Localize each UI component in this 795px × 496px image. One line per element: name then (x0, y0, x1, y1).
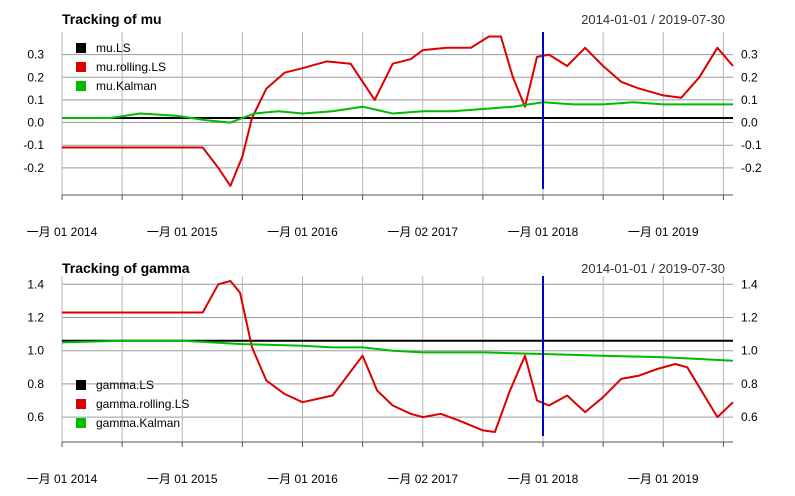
x-tick-label: 一月 01 2018 (508, 225, 579, 239)
legend-swatch (76, 81, 86, 91)
legend-label: gamma.LS (96, 378, 154, 392)
x-tick-label: 一月 01 2014 (27, 472, 98, 486)
y-tick-label-left: 1.4 (27, 277, 44, 291)
legend-label: mu.LS (96, 41, 131, 55)
y-tick-label-left: 1.2 (27, 311, 44, 325)
series-line-gamma-Kalman (61, 339, 734, 362)
legend-label: gamma.rolling.LS (96, 397, 189, 411)
y-tick-label-right: -0.1 (741, 138, 762, 152)
x-tick-label: 一月 01 2018 (508, 472, 579, 486)
x-tick-label: 一月 02 2017 (387, 472, 458, 486)
y-tick-label-right: 0.6 (741, 410, 758, 424)
legend-label: mu.Kalman (96, 79, 157, 93)
y-tick-label-left: 0.8 (27, 377, 44, 391)
legend-swatch (76, 380, 86, 390)
date-range-label: 2014-01-01 / 2019-07-30 (581, 12, 725, 27)
y-tick-label-left: 0.2 (27, 70, 44, 84)
x-tick-label: 一月 01 2016 (267, 225, 338, 239)
y-tick-label-right: 1.2 (741, 311, 758, 325)
y-tick-label-left: 1.0 (27, 344, 44, 358)
legend-label: gamma.Kalman (96, 416, 180, 430)
y-tick-label-left: -0.2 (23, 161, 44, 175)
y-tick-label-left: -0.1 (23, 138, 44, 152)
chart-title: Tracking of mu (62, 11, 162, 27)
y-tick-label-left: 0.0 (27, 116, 44, 130)
chart-title: Tracking of gamma (62, 260, 190, 276)
y-tick-label-left: 0.3 (27, 48, 44, 62)
legend-swatch (76, 418, 86, 428)
legend-swatch (76, 62, 86, 72)
y-tick-label-left: 0.6 (27, 410, 44, 424)
series-line-mu-Kalman (62, 101, 733, 124)
x-tick-label: 一月 01 2019 (628, 472, 699, 486)
legend-swatch (76, 43, 86, 53)
x-tick-label: 一月 01 2015 (147, 225, 218, 239)
x-tick-label: 一月 01 2015 (147, 472, 218, 486)
y-tick-label-right: 1.4 (741, 277, 758, 291)
x-tick-label: 一月 02 2017 (387, 225, 458, 239)
y-tick-label-right: 0.2 (741, 70, 758, 84)
y-tick-label-right: -0.2 (741, 161, 762, 175)
x-tick-label: 一月 01 2014 (27, 225, 98, 239)
y-tick-label-left: 0.1 (27, 93, 44, 107)
series-line-gamma-rolling-LS (62, 280, 734, 433)
y-tick-label-right: 1.0 (741, 344, 758, 358)
y-tick-label-right: 0.0 (741, 116, 758, 130)
y-tick-label-right: 0.1 (741, 93, 758, 107)
legend-label: mu.rolling.LS (96, 60, 166, 74)
y-tick-label-right: 0.8 (741, 377, 758, 391)
panel-gamma (61, 276, 734, 447)
date-range-label: 2014-01-01 / 2019-07-30 (581, 261, 725, 276)
panel-mu (61, 32, 734, 200)
legend-swatch (76, 399, 86, 409)
x-tick-label: 一月 01 2019 (628, 225, 699, 239)
y-tick-label-right: 0.3 (741, 48, 758, 62)
series-line-mu-rolling-LS (62, 35, 734, 187)
x-tick-label: 一月 01 2016 (267, 472, 338, 486)
